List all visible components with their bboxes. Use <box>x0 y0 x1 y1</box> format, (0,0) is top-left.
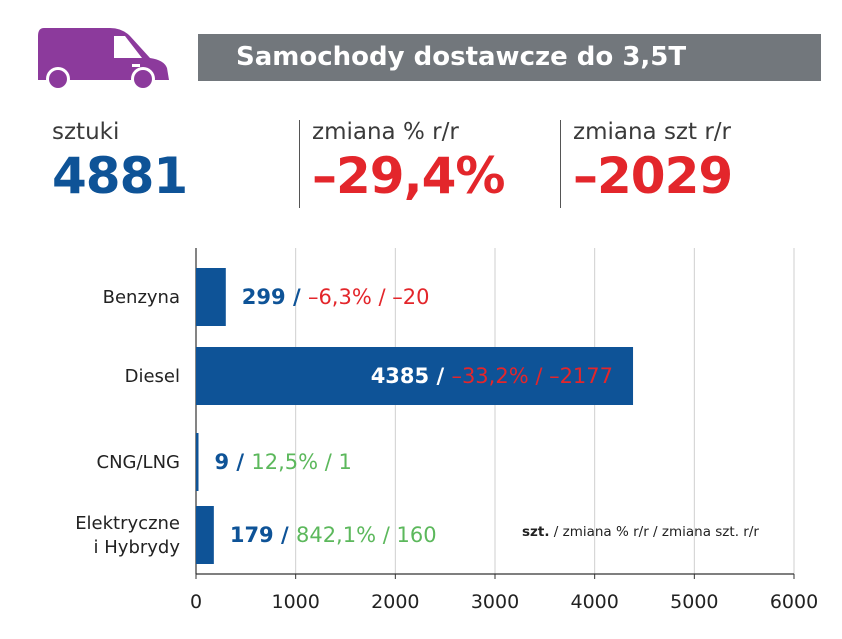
x-tick-label: 4000 <box>570 591 618 613</box>
stat-change-units-label: zmiana szt r/r <box>573 119 731 145</box>
category-label: Benzyna <box>103 287 180 308</box>
x-tick-label: 5000 <box>670 591 718 613</box>
stat-change-units: zmiana szt r/r –2029 <box>573 118 733 206</box>
legend-note-bold: szt. <box>522 524 550 540</box>
category-label: CNG/LNG <box>97 452 181 473</box>
bar <box>196 506 214 564</box>
category-label: Elektryczne i Hybrydy <box>75 513 180 558</box>
value-label: 179 / 842,1% / 160 <box>230 523 437 547</box>
x-tick-label: 3000 <box>471 591 519 613</box>
value-label: 9 / 12,5% / 1 <box>215 450 352 474</box>
category-label: Diesel <box>125 366 180 387</box>
x-tick-label: 0 <box>190 591 202 613</box>
stat-change-percent-value: –29,4% <box>312 147 505 205</box>
van-icon <box>38 28 169 91</box>
stat-change-percent-label: zmiana % r/r <box>312 119 459 145</box>
bar <box>196 347 634 405</box>
stat-units: sztuki 4881 <box>52 118 188 206</box>
bar <box>196 433 199 491</box>
stat-change-percent: zmiana % r/r –29,4% <box>312 118 505 206</box>
x-tick-label: 6000 <box>770 591 818 613</box>
x-tick-label: 1000 <box>271 591 319 613</box>
legend-note: szt. / zmiana % r/r / zmiana szt. r/r <box>522 524 759 540</box>
stat-divider <box>299 120 300 208</box>
stat-units-label: sztuki <box>52 119 120 145</box>
bar <box>196 268 226 326</box>
value-label: 299 / –6,3% / –20 <box>242 285 430 309</box>
x-tick-label: 2000 <box>371 591 419 613</box>
stat-units-value: 4881 <box>52 147 188 205</box>
legend-note-rest: / zmiana % r/r / zmiana szt. r/r <box>549 524 759 540</box>
page-title: Samochody dostawcze do 3,5T <box>198 34 821 81</box>
stat-divider <box>560 120 561 208</box>
value-label: 4385 / –33,2% / –2177 <box>371 364 613 388</box>
stat-change-units-value: –2029 <box>573 147 733 205</box>
